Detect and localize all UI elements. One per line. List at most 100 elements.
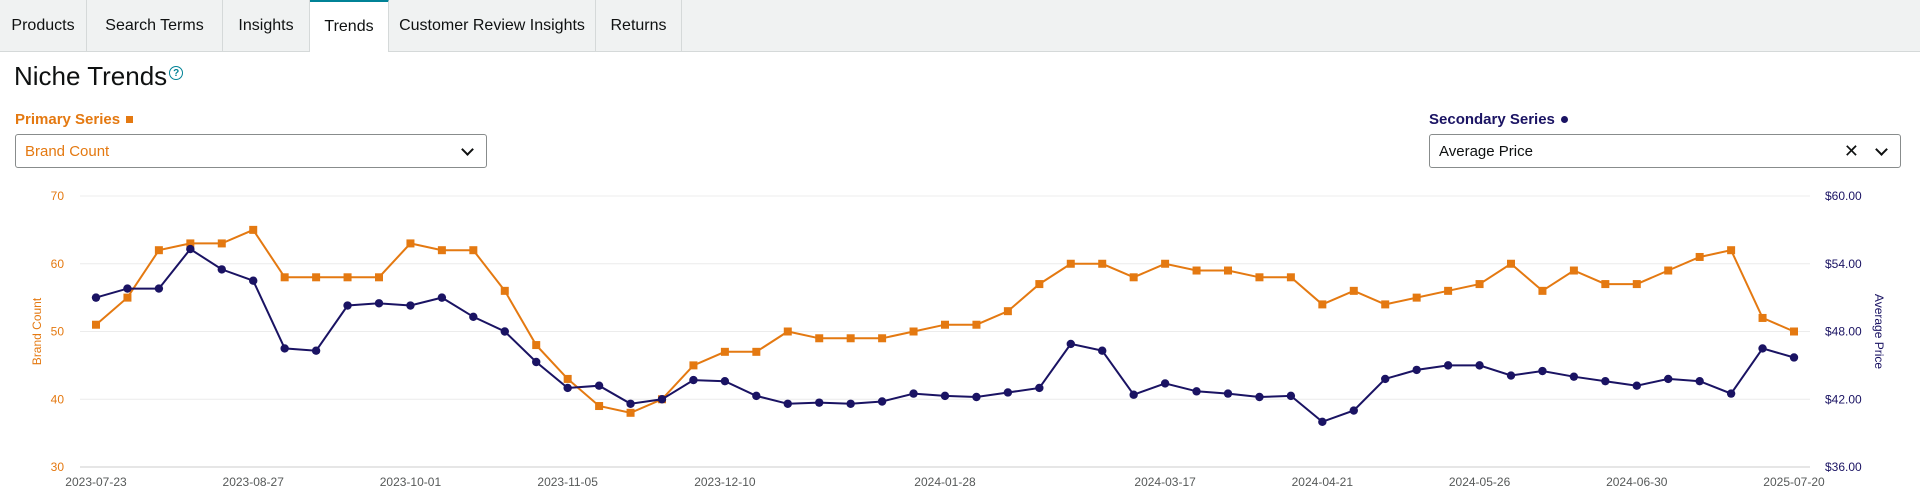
average-price-point: [217, 265, 226, 274]
x-tick-label: 2024-01-28: [914, 475, 976, 489]
average-price-point: [1538, 366, 1547, 376]
average-price-point: [1098, 346, 1107, 355]
y-left-tick-label: 50: [51, 325, 65, 339]
average-price-point: [532, 357, 541, 367]
average-price-point: [1349, 406, 1358, 415]
brand-count-point: [1664, 266, 1673, 275]
average-price-point: [1412, 365, 1421, 375]
page-title: Niche Trends ?: [14, 61, 184, 92]
average-price-point: [186, 244, 195, 254]
brand-count-point: [1318, 300, 1327, 309]
average-price-point: [594, 381, 604, 390]
average-price-point: [752, 391, 761, 401]
average-price-point: [689, 375, 698, 385]
square-marker-icon: [126, 116, 134, 123]
brand-count-point: [217, 239, 226, 248]
x-tick-label: 2024-05-26: [1449, 475, 1511, 489]
primary-series-select[interactable]: Brand Count: [15, 134, 487, 168]
chevron-down-icon[interactable]: [1875, 142, 1888, 156]
brand-count-point: [1569, 266, 1578, 275]
x-tick-label: 2023-10-01: [380, 475, 442, 489]
secondary-series-label: Secondary Series: [1429, 111, 1568, 128]
average-price-point: [1601, 376, 1610, 386]
x-tick-label: 2025-07-20: [1763, 475, 1825, 489]
average-price-point: [815, 398, 824, 407]
tab-products[interactable]: Products: [0, 0, 87, 51]
tab-search-terms[interactable]: Search Terms: [87, 0, 223, 51]
brand-count-point: [1538, 286, 1547, 295]
average-price-point: [1192, 387, 1201, 396]
secondary-series-select[interactable]: Average Price ✕: [1429, 134, 1901, 168]
y-right-tick-label: $48.00: [1825, 325, 1862, 339]
brand-count-point: [689, 361, 698, 370]
brand-count-point: [1790, 327, 1798, 336]
y-left-tick-label: 70: [51, 189, 65, 203]
y-left-tick-label: 30: [51, 460, 65, 474]
brand-count-point: [1727, 246, 1736, 255]
average-price-point: [972, 392, 981, 402]
average-price-point: [1129, 390, 1138, 399]
average-price-point: [563, 383, 572, 393]
y-right-tick-label: $36.00: [1825, 460, 1862, 474]
average-price-point: [154, 284, 164, 293]
brand-count-point: [1444, 286, 1453, 295]
brand-count-point: [909, 327, 918, 336]
y-left-tick-label: 60: [51, 257, 65, 271]
y-left-tick-label: 40: [51, 392, 65, 406]
chevron-down-icon[interactable]: [461, 142, 474, 156]
x-tick-label: 2023-07-23: [65, 475, 127, 489]
average-price-point: [1569, 372, 1579, 381]
help-icon[interactable]: ?: [169, 66, 184, 80]
average-price-point: [343, 301, 352, 310]
average-price-point: [280, 344, 289, 353]
average-price-point: [406, 301, 415, 310]
average-price-point: [374, 299, 384, 308]
brand-count-point: [752, 347, 761, 356]
brand-count-point: [375, 273, 383, 282]
brand-count-point: [1632, 280, 1641, 289]
tab-returns[interactable]: Returns: [596, 0, 682, 51]
x-tick-label: 2024-04-21: [1292, 475, 1354, 489]
average-price-point: [1255, 392, 1264, 402]
y-right-tick-label: $54.00: [1825, 257, 1862, 271]
brand-count-point: [1601, 280, 1610, 289]
brand-count-point: [469, 246, 478, 255]
tab-trends[interactable]: Trends: [310, 0, 389, 52]
average-price-point: [1443, 361, 1453, 370]
average-price-point: [1789, 353, 1799, 362]
brand-count-point: [1003, 307, 1012, 316]
average-price-point: [1695, 376, 1704, 386]
average-price-point: [877, 397, 887, 406]
brand-count-point: [1098, 259, 1107, 268]
brand-count-point: [406, 239, 415, 248]
brand-count-point: [343, 273, 352, 282]
tab-insights[interactable]: Insights: [223, 0, 310, 51]
average-price-point: [1003, 388, 1013, 397]
brand-count-point: [1758, 313, 1767, 322]
brand-count-point: [972, 320, 981, 329]
average-price-point: [311, 346, 321, 355]
average-price-point: [1381, 374, 1390, 384]
brand-count-point: [846, 334, 855, 343]
clear-icon[interactable]: ✕: [1843, 141, 1859, 161]
y-right-axis-title: Average Price: [1872, 294, 1886, 369]
brand-count-point: [1381, 300, 1390, 309]
average-price-point: [1664, 374, 1673, 384]
brand-count-point: [783, 327, 792, 336]
average-price-point: [1475, 361, 1484, 370]
brand-count-point: [595, 402, 604, 411]
average-price-point: [909, 389, 918, 398]
brand-count-point: [92, 320, 100, 329]
average-price-point: [1223, 389, 1233, 398]
brand-count-point: [1066, 259, 1075, 268]
brand-count-point: [941, 320, 949, 329]
primary-series-value: Brand Count: [25, 142, 110, 160]
tab-customer-review-insights[interactable]: Customer Review Insights: [389, 0, 596, 51]
x-tick-label: 2023-11-05: [537, 475, 598, 489]
brand-count-point: [1286, 273, 1295, 282]
average-price-point: [123, 284, 132, 293]
brand-count-point: [878, 334, 887, 343]
primary-series-label: Primary Series: [15, 111, 134, 128]
average-price-point: [1506, 371, 1516, 380]
average-price-point: [657, 395, 667, 404]
